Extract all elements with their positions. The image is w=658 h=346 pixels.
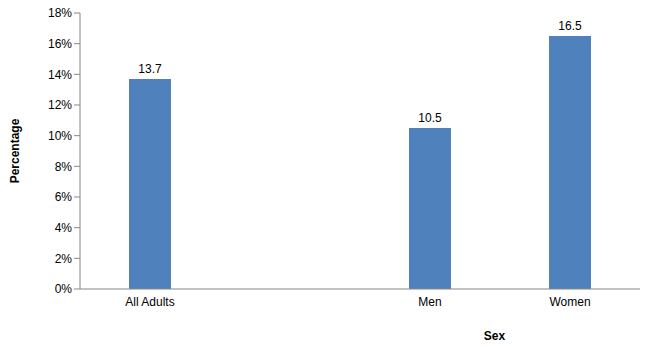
svg-text:All Adults: All Adults — [125, 295, 174, 309]
svg-text:4%: 4% — [55, 221, 73, 235]
svg-text:Women: Women — [549, 295, 590, 309]
svg-text:10.5: 10.5 — [418, 111, 442, 125]
svg-text:0%: 0% — [55, 282, 73, 296]
svg-text:13.7: 13.7 — [138, 62, 162, 76]
svg-text:6%: 6% — [55, 190, 73, 204]
svg-text:14%: 14% — [48, 68, 72, 82]
svg-text:10%: 10% — [48, 129, 72, 143]
svg-text:Sex: Sex — [484, 329, 506, 343]
svg-text:Percentage: Percentage — [8, 118, 22, 183]
svg-text:Men: Men — [418, 295, 441, 309]
svg-text:12%: 12% — [48, 98, 72, 112]
svg-text:2%: 2% — [55, 252, 73, 266]
svg-text:16.5: 16.5 — [558, 19, 582, 33]
svg-text:8%: 8% — [55, 160, 73, 174]
svg-text:18%: 18% — [48, 6, 72, 20]
svg-text:16%: 16% — [48, 37, 72, 51]
